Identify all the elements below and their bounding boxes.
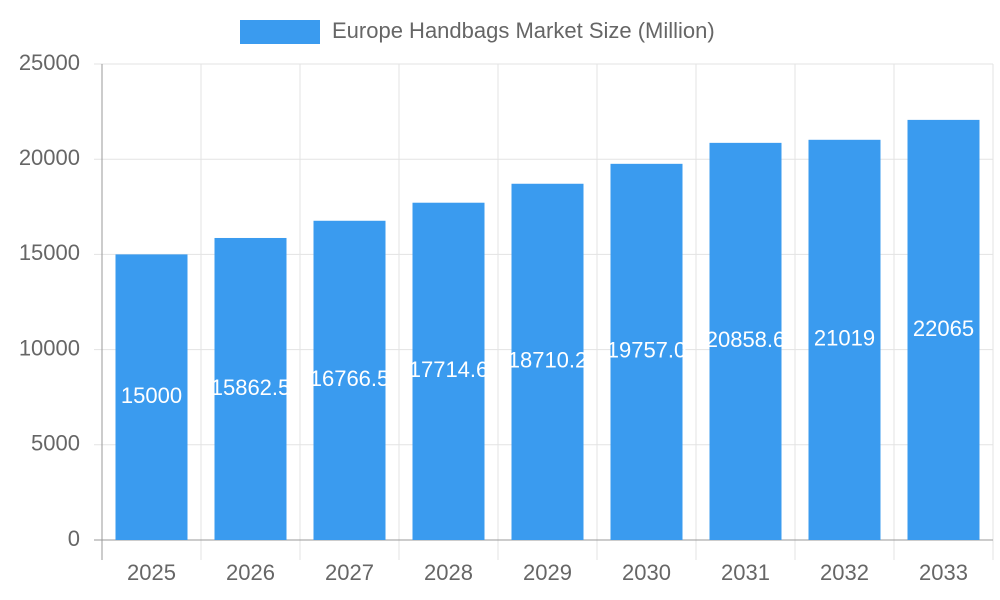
legend-label[interactable]: Europe Handbags Market Size (Million) (332, 18, 715, 43)
data-label: 20858.6 (706, 327, 786, 352)
x-tick-label: 2028 (424, 560, 473, 585)
data-label: 19757.0 (607, 338, 687, 363)
data-label: 15862.5 (211, 375, 291, 400)
y-tick-label: 20000 (19, 145, 80, 170)
bar (313, 220, 386, 540)
y-tick-label: 25000 (19, 50, 80, 75)
bar (610, 163, 683, 540)
bar (115, 254, 188, 540)
bar (214, 237, 287, 540)
x-tick-label: 2033 (919, 560, 968, 585)
x-tick-label: 2027 (325, 560, 374, 585)
x-tick-label: 2025 (127, 560, 176, 585)
data-label: 15000 (121, 383, 182, 408)
y-tick-label: 5000 (31, 431, 80, 456)
bar (511, 183, 584, 540)
data-label: 22065 (913, 316, 974, 341)
x-tick-label: 2026 (226, 560, 275, 585)
bar (808, 139, 881, 541)
data-label: 21019 (814, 326, 875, 351)
y-tick-label: 10000 (19, 335, 80, 360)
x-tick-label: 2031 (721, 560, 770, 585)
data-label: 17714.6 (409, 357, 489, 382)
x-tick-label: 2029 (523, 560, 572, 585)
x-tick-label: 2032 (820, 560, 869, 585)
bar (412, 202, 485, 540)
bar (709, 142, 782, 541)
data-label: 18710.2 (508, 348, 588, 373)
x-tick-label: 2030 (622, 560, 671, 585)
data-label: 16766.5 (310, 366, 390, 391)
bar (907, 119, 980, 541)
y-tick-label: 15000 (19, 240, 80, 265)
legend-swatch[interactable] (240, 20, 320, 44)
y-tick-label: 0 (68, 526, 80, 551)
